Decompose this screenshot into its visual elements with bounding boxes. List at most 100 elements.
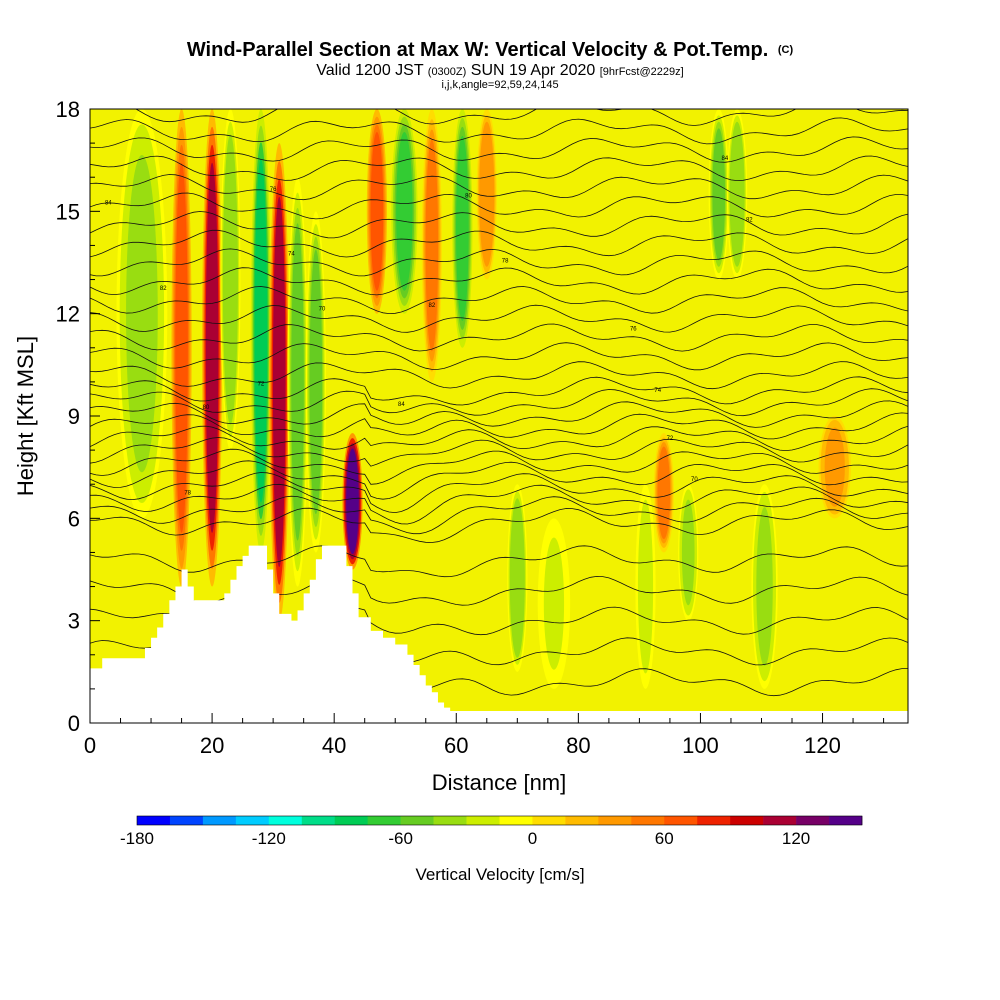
- y-tick-label: 6: [68, 506, 80, 531]
- theta-contour-line: [90, 361, 908, 390]
- theta-contour-line: [90, 192, 908, 220]
- contour-label: 82: [429, 303, 436, 309]
- velocity-cell: [291, 223, 304, 541]
- theta-contour-line: [90, 412, 908, 440]
- colorbar-tick-label: 60: [655, 829, 674, 848]
- theta-contour-line: [90, 376, 908, 406]
- x-tick-label: 100: [682, 733, 719, 758]
- colorbar-swatch: [268, 816, 303, 825]
- x-tick-label: 60: [444, 733, 468, 758]
- velocity-cell: [510, 505, 524, 651]
- theta-contour-line: [90, 286, 908, 315]
- title-mark: (C): [778, 44, 794, 56]
- velocity-cell: [346, 448, 359, 555]
- colorbar-swatch: [169, 816, 204, 825]
- theta-contour-line: [90, 507, 908, 543]
- contour-label: 74: [654, 388, 661, 394]
- subtitle-date: SUN 19 Apr 2020: [471, 62, 596, 79]
- theta-contour-line: [90, 448, 908, 485]
- colorbar-label: Vertical Velocity [cm/s]: [415, 865, 584, 884]
- velocity-cell: [175, 162, 188, 533]
- velocity-cell: [730, 128, 744, 261]
- velocity-cell: [425, 139, 439, 352]
- colorbar-swatch: [763, 816, 797, 825]
- subtitle-valid: Valid 1200 JST: [316, 62, 424, 79]
- x-tick-label: 40: [322, 733, 346, 758]
- colorbar-tick-label: -120: [252, 829, 286, 848]
- theta-contours: [90, 109, 908, 697]
- colorbar-frame: [136, 815, 863, 826]
- colorbar-swatch: [796, 816, 830, 825]
- plot-area: 84 82 80 78 76 74 72 70 84 82 80 78 76 74 72 70 84 82: [90, 109, 908, 723]
- contour-label: 78: [184, 490, 191, 496]
- subtitle-utc: (0300Z): [428, 66, 467, 78]
- theta-contour-line: [90, 323, 908, 352]
- colorbar-swatch: [466, 816, 500, 825]
- y-tick-label: 12: [56, 302, 80, 327]
- colorbar-tick-label: -60: [388, 829, 413, 848]
- contour-label: 70: [319, 306, 326, 312]
- theta-contour-line: [90, 388, 908, 417]
- colorbar-swatch: [499, 816, 533, 825]
- theta-contour-line: [90, 229, 908, 258]
- colorbar-swatch: [301, 816, 336, 825]
- velocity-cell: [824, 427, 845, 507]
- contour-label: 84: [398, 402, 405, 408]
- contour-label: 84: [105, 201, 112, 207]
- colorbar-tick-label: 120: [782, 829, 810, 848]
- velocity-cell: [309, 249, 323, 515]
- theta-contour-line: [135, 109, 908, 126]
- theta-contour-line: [90, 248, 908, 277]
- colorbar-swatch: [202, 816, 237, 825]
- theta-contour-line: [90, 425, 908, 452]
- theta-contour-line: [90, 495, 908, 535]
- x-tick-label: 20: [200, 733, 224, 758]
- contour-labels: 84 82 80 78 76 74 72 70 84 82 80 78 76 74 72 70 84 82: [105, 156, 753, 496]
- colorbar-swatch: [829, 816, 863, 825]
- velocity-cell: [712, 128, 726, 261]
- contour-label: 80: [203, 405, 210, 411]
- colorbar-swatch: [137, 816, 171, 825]
- colorbar-swatch: [334, 816, 368, 825]
- x-tick-label: 0: [84, 733, 96, 758]
- x-tick-label: 120: [804, 733, 841, 758]
- theta-contour-line: [90, 472, 908, 514]
- velocity-cell: [370, 132, 384, 291]
- colorbar-swatch: [598, 816, 632, 825]
- y-tick-label: 0: [68, 711, 80, 736]
- y-axis-label: Height [Kft MSL]: [13, 336, 38, 496]
- colorbar-swatch: [532, 816, 566, 825]
- colorbar-swatch: [235, 816, 270, 825]
- velocity-cell: [224, 147, 237, 412]
- contour-label: 76: [270, 187, 277, 193]
- velocity-cell: [543, 537, 565, 670]
- contour-label: 80: [465, 194, 472, 200]
- velocity-cell: [756, 507, 773, 666]
- x-axis-label: Distance [nm]: [432, 770, 567, 795]
- velocity-cell: [681, 499, 695, 606]
- velocity-cell: [639, 507, 652, 666]
- velocity-cell: [456, 135, 469, 321]
- theta-contour-line: [90, 483, 908, 525]
- colorbar-swatch: [565, 816, 599, 825]
- y-tick-label: 9: [68, 404, 80, 429]
- y-tick-label: 15: [56, 199, 80, 224]
- contour-label: 76: [630, 327, 637, 333]
- contour-label: 82: [746, 218, 753, 224]
- theta-contour-line: [90, 117, 908, 145]
- contour-label: 74: [288, 252, 295, 258]
- indices-line: i,j,k,angle=92,59,24,145: [441, 79, 558, 91]
- contour-label: 72: [258, 381, 265, 387]
- theta-contour-line: [90, 342, 908, 371]
- velocity-cell: [396, 132, 413, 291]
- velocity-field: [116, 109, 851, 689]
- colorbar-swatch: [631, 816, 665, 825]
- theta-contour-line: [90, 136, 908, 163]
- velocity-cell: [480, 128, 494, 261]
- theta-contour-line: [90, 437, 908, 467]
- velocity-cell: [272, 196, 286, 567]
- contour-label: 70: [691, 477, 698, 483]
- theta-contour-line: [90, 267, 908, 296]
- x-axis: 0 20 40 60 80 100 120: [84, 713, 885, 758]
